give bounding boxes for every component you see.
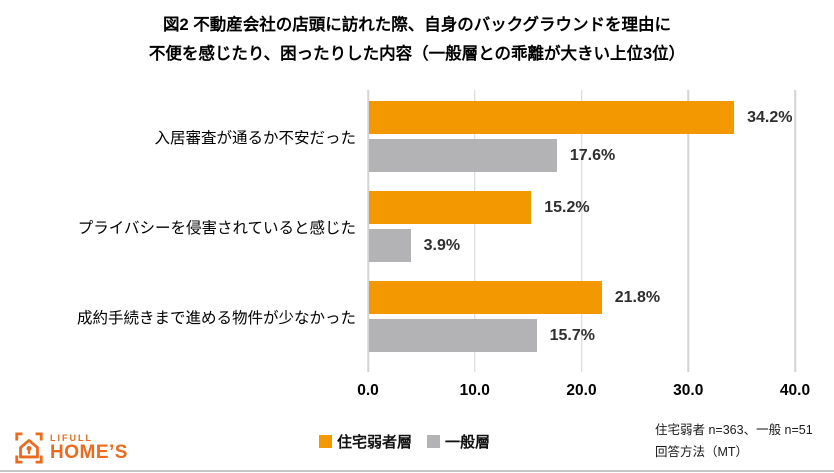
- survey-note-sample-size: 住宅弱者 n=363、一般 n=51: [655, 423, 813, 437]
- logo-homes-text: HOME’S: [50, 442, 128, 463]
- legend-label: 一般層: [445, 434, 491, 451]
- x-axis-tick-label: 20.0: [566, 382, 597, 399]
- lifull-homes-logo-icon: [15, 432, 43, 464]
- legend-swatch: [427, 435, 441, 448]
- bar-vulnerable-group: [369, 191, 532, 224]
- gridline: [474, 90, 476, 372]
- bar-general-group: [369, 139, 557, 172]
- gridline: [794, 90, 796, 372]
- chart-title-line2: 不便を感じたり、困ったりした内容（一般層との乖離が大きい上位3位）: [148, 45, 686, 63]
- legend-label: 住宅弱者層: [337, 434, 413, 451]
- survey-note-method: 回答方法（MT）: [655, 444, 749, 459]
- bar-general-group: [369, 229, 411, 262]
- legend-item: 住宅弱者層: [319, 431, 412, 452]
- category-label: 成約手続きまで進める物件が少なかった: [76, 309, 356, 327]
- x-axis-tick-label: 40.0: [779, 382, 811, 399]
- value-label: 15.7%: [549, 326, 595, 344]
- value-label: 3.9%: [423, 236, 461, 254]
- lifull-homes-logo: LIFULL HOME’S: [13, 432, 128, 464]
- x-axis-tick-label: 10.0: [459, 382, 490, 399]
- category-label: プライバシーを侵害されていると感じた: [77, 219, 356, 237]
- bar-vulnerable-group: [369, 281, 602, 314]
- logo-wordmark: LIFULL HOME’S: [50, 433, 128, 463]
- legend-swatch: [319, 435, 332, 448]
- value-label: 17.6%: [569, 146, 616, 164]
- gridline: [367, 90, 369, 372]
- gridline: [687, 90, 689, 372]
- value-label: 34.2%: [747, 108, 793, 126]
- logo-lifull-text: LIFULL: [50, 433, 93, 443]
- bar-vulnerable-group: [369, 101, 735, 134]
- bar-general-group: [369, 319, 537, 352]
- bottom-divider: [0, 470, 834, 472]
- plot-area: 0.0 10.0 20.0 30.0 40.0 34.2% 17.6% 15.2% 3.9% 21…: [357, 90, 810, 399]
- legend-item: 一般層: [427, 431, 490, 452]
- x-axis-tick-label: 30.0: [673, 382, 704, 399]
- x-axis-tick-label: 0.0: [357, 382, 379, 399]
- category-label: 入居審査が通るか不安だった: [154, 129, 356, 147]
- value-label: 15.2%: [544, 198, 590, 216]
- value-label: 21.8%: [614, 288, 661, 306]
- gridline: [580, 90, 583, 372]
- chart-title: 図2 不動産会社の店頭に訪れた際、自身のバックグラウンドを理由に 不便を感じたり…: [0, 11, 834, 69]
- legend: 住宅弱者層 一般層: [319, 431, 490, 452]
- chart-title-line1: 図2 不動産会社の店頭に訪れた際、自身のバックグラウンドを理由に: [162, 16, 672, 34]
- survey-note: 住宅弱者 n=363、一般 n=51 回答方法（MT）: [655, 420, 813, 463]
